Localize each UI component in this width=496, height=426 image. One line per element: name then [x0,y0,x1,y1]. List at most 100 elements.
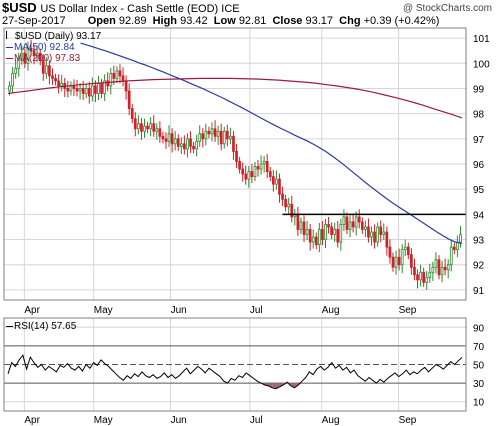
candle-body [367,226,370,238]
price-x-tick-label: May [94,305,113,316]
candle-body [265,161,269,172]
candle-body [192,145,195,150]
price-y-tick-label: 96 [473,160,485,171]
chg-label: Chg [339,15,361,27]
low-label: Low [213,15,236,27]
candle-body [78,88,82,92]
candle-body [225,130,229,140]
candle-body [124,80,128,92]
price-y-tick-label: 97 [473,135,485,146]
legend-ma200: MA(200) 97.83 [6,53,80,64]
rsi-x-tick-label: Jun [171,415,187,426]
quote-date: 27-Sep-2017 [2,15,66,27]
candle-body [253,166,257,177]
price-y-tick-label: 91 [473,286,485,297]
candle-body [186,138,189,150]
rsi-oversold-segment [268,383,273,388]
candle-body [275,178,278,185]
price-y-tick-label: 95 [473,185,485,196]
candle-body [391,256,395,268]
candle-body [452,246,456,251]
candle-body [416,274,419,281]
close-value: 93.17 [305,15,334,27]
candle-body [57,80,60,87]
candle-body [351,221,355,228]
rsi-y-tick-label: 30 [473,379,485,390]
price-y-tick-label: 100 [473,59,490,70]
candle-body [373,231,376,243]
rsi-oversold-segment [272,383,276,389]
candle-body [321,229,324,240]
candle-body [376,226,379,243]
rsi-panel-frame [3,317,467,412]
candle-body [299,221,303,230]
legend-rsi-label: RSI(14) 57.65 [14,321,77,332]
candle-body [103,80,106,94]
candle-body [8,85,11,92]
candle-body [449,246,453,266]
candle-body [213,128,217,137]
legend-price: $USD (Daily) 93.17 [6,31,101,42]
candle-body [324,224,327,240]
candle-body [100,83,103,94]
candle-body [60,83,64,87]
candle-body [72,85,76,89]
candle-body [308,229,312,243]
candle-body [161,135,165,140]
open-label: Open [87,15,116,27]
candle-body [51,75,54,79]
ma200-legend-swatch [6,57,13,59]
chg-value: +0.39 (+0.42%) [363,15,440,27]
rsi-x-tick-label: Jul [250,415,263,426]
rsi-x-tick-label: May [94,415,113,426]
candle-body [137,123,140,130]
rsi-y-tick-label: 10 [473,398,485,409]
candle-body [342,216,346,225]
candle-body [247,171,251,180]
candle-body [11,72,14,87]
candle-body [410,254,413,268]
price-y-tick-label: 93 [473,236,485,247]
candle-body [155,128,159,132]
low-value: 92.81 [238,15,267,27]
candle-body [406,246,410,256]
rsi-legend-swatch [6,325,13,327]
candle-body [109,72,113,87]
candle-body [35,52,39,57]
candle-body [281,193,284,200]
candle-body [302,221,306,235]
candle-body [84,88,88,94]
high-value: 93.42 [180,15,208,27]
candle-body [422,271,426,283]
candle-body [198,133,202,142]
candle-body [91,85,94,97]
candle-body [403,246,407,251]
candle-body [170,133,174,145]
candle-body [140,123,143,132]
candle-body [121,75,125,82]
price-y-tick-label: 99 [473,84,485,95]
candle-body [413,266,416,276]
price-x-tick-label: Sep [399,305,417,316]
candle-body [112,72,116,79]
candle-body [333,229,337,235]
candle-body [330,226,333,235]
candle-body [48,65,51,77]
candle-body [207,130,211,135]
candle-body [118,70,122,77]
candle-body [87,88,91,97]
candle-body [44,65,48,74]
price-x-tick-label: Aug [322,305,340,316]
open-value: 92.89 [118,15,147,27]
price-y-tick-labels: 91 92 93 94 95 96 97 98 99 100 101 [473,34,490,297]
price-x-tick-label: Jul [250,305,263,316]
candle-body [195,140,199,150]
candle-body [167,133,171,142]
candle-body [106,80,110,87]
rsi-x-tick-label: Aug [322,415,340,426]
candle-body [176,138,180,147]
candle-body [216,130,220,137]
candle-body [256,166,260,170]
candle-body [179,143,183,147]
